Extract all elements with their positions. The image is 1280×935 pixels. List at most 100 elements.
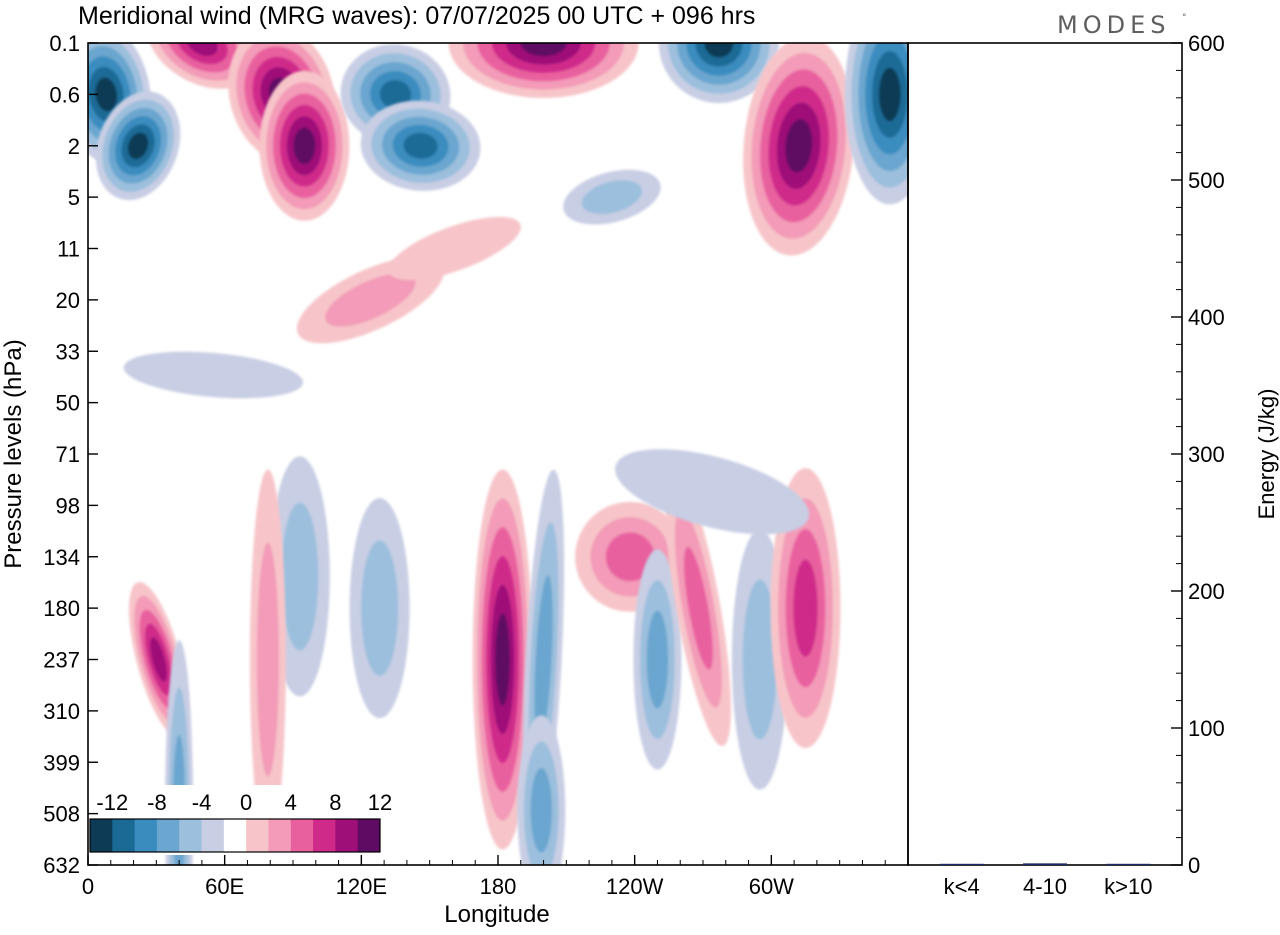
contour-band xyxy=(615,449,810,535)
x-tick-label: 60W xyxy=(749,874,794,899)
x-tick-label: 180 xyxy=(480,874,517,899)
colorbar-label: -4 xyxy=(192,790,212,815)
colorbar-swatch xyxy=(156,819,180,852)
contour-band xyxy=(95,77,118,112)
colorbar-label: 12 xyxy=(368,790,392,815)
contour-feature-neg-27 xyxy=(123,351,303,399)
y-tick-label: 2 xyxy=(68,134,80,159)
contour-feature-pos-18 xyxy=(665,470,731,747)
energy-tick-label: 600 xyxy=(1188,31,1225,56)
colorbar-label: 0 xyxy=(240,790,252,815)
y-tick-label: 310 xyxy=(43,699,80,724)
contour-band xyxy=(683,546,713,670)
contour-band xyxy=(293,127,316,164)
contour-feature-neg-1 xyxy=(95,91,181,201)
y-tick-label: 180 xyxy=(43,596,80,621)
contour-band xyxy=(581,180,642,214)
logo-text: MODES xyxy=(1057,11,1170,39)
contour-band xyxy=(704,43,734,58)
y-tick-label: 71 xyxy=(56,442,80,467)
energy-tick-label: 300 xyxy=(1188,442,1225,467)
logo-mark: ° xyxy=(1182,13,1187,23)
energy-tick-label: 400 xyxy=(1188,305,1225,330)
contour-feature-neg-10 xyxy=(844,43,908,205)
contour-feature-neg-6 xyxy=(360,100,481,191)
contour-feature-neg-28 xyxy=(615,449,810,535)
colorbar: -12 -8 -4 0 4 8 12 xyxy=(86,785,392,855)
energy-category-label: k<4 xyxy=(944,874,980,899)
energy-bar xyxy=(1106,863,1151,865)
colorbar-outline xyxy=(89,818,381,853)
energy-category-label: 4-10 xyxy=(1023,874,1067,899)
energy-bars: k<4 4-10 k>10 xyxy=(939,863,1152,899)
colorbar-swatch xyxy=(268,819,292,852)
contour-band xyxy=(256,542,279,777)
contour-band xyxy=(281,502,319,651)
contour-band xyxy=(605,532,655,582)
y-axis-label: Pressure levels (hPa) xyxy=(0,339,27,568)
contour-band xyxy=(186,43,218,57)
contour-feature-pos-2 xyxy=(146,43,258,89)
y-tick-label: 134 xyxy=(43,545,80,570)
colorbar-label: -12 xyxy=(96,790,128,815)
colorbar-label: 8 xyxy=(329,790,341,815)
colorbar-swatch xyxy=(335,819,359,852)
energy-tick-label: 200 xyxy=(1188,579,1225,604)
y-tick-label: 5 xyxy=(68,185,80,210)
colorbar-swatch xyxy=(201,819,225,852)
x-tick-label: 120E xyxy=(336,874,387,899)
colorbar-swatch xyxy=(134,819,158,852)
contour-band xyxy=(785,119,813,173)
contour-band xyxy=(123,351,303,399)
energy-bar xyxy=(1023,863,1067,865)
contour-band xyxy=(742,579,778,740)
energy-tick-label: 100 xyxy=(1188,716,1225,741)
contour-feature-pos-9 xyxy=(743,43,855,256)
contour-band xyxy=(361,540,399,676)
y-tick-label: 632 xyxy=(43,853,80,878)
colorbar-swatch xyxy=(290,819,314,852)
energy-panel: k<4 4-10 k>10 0 100 200 300 400 500 600 Energy (… xyxy=(907,31,1279,899)
contour-band xyxy=(520,43,567,57)
y-tick-label: 0.6 xyxy=(49,82,80,107)
contour-band xyxy=(388,216,521,281)
energy-axis: 0 100 200 300 400 500 600 xyxy=(1171,31,1225,878)
energy-tick-label: 0 xyxy=(1188,853,1200,878)
contour-feature-neg-8 xyxy=(658,43,779,103)
colorbar-swatch xyxy=(357,819,381,852)
contour-band xyxy=(793,559,818,657)
energy-axis-label: Energy (J/kg) xyxy=(1254,389,1279,520)
colorbar-label: 4 xyxy=(285,790,297,815)
contour-band xyxy=(150,637,168,682)
x-axis: 0 60E 120E 180 120W 60W xyxy=(82,855,886,899)
x-tick-label: 60E xyxy=(205,874,244,899)
colorbar-swatch xyxy=(112,819,136,852)
contour-feature-neg-23 xyxy=(349,498,410,719)
y-axis: 0.1 0.6 2 5 11 20 33 50 71 98 134 180 237 310 399 508 63… xyxy=(43,31,98,878)
contour-band xyxy=(646,610,669,709)
contour-feature-pos-4 xyxy=(259,70,350,221)
energy-tick-label: 500 xyxy=(1188,168,1225,193)
contour-band xyxy=(534,575,553,744)
contour-feature-neg-26 xyxy=(563,169,661,225)
x-axis-label: Longitude xyxy=(444,901,549,928)
energy-frame xyxy=(907,42,1183,866)
y-tick-label: 98 xyxy=(56,493,80,518)
contour-band xyxy=(530,768,552,853)
colorbar-label: -8 xyxy=(147,790,167,815)
y-tick-label: 0.1 xyxy=(49,31,80,56)
y-tick-label: 11 xyxy=(57,237,80,262)
chart-title: Meridional wind (MRG waves): 07/07/2025 … xyxy=(78,2,755,30)
contour-feature-pos-20 xyxy=(770,468,841,749)
heatmap-contours xyxy=(88,43,908,865)
y-tick-label: 399 xyxy=(43,750,80,775)
contour-band xyxy=(878,67,901,122)
contour-band xyxy=(127,132,149,160)
colorbar-swatch xyxy=(179,819,203,852)
contour-feature-pos-16 xyxy=(575,501,686,612)
contour-feature-neg-17 xyxy=(633,549,682,770)
y-tick-label: 20 xyxy=(56,288,80,313)
colorbar-swatch xyxy=(223,819,247,852)
